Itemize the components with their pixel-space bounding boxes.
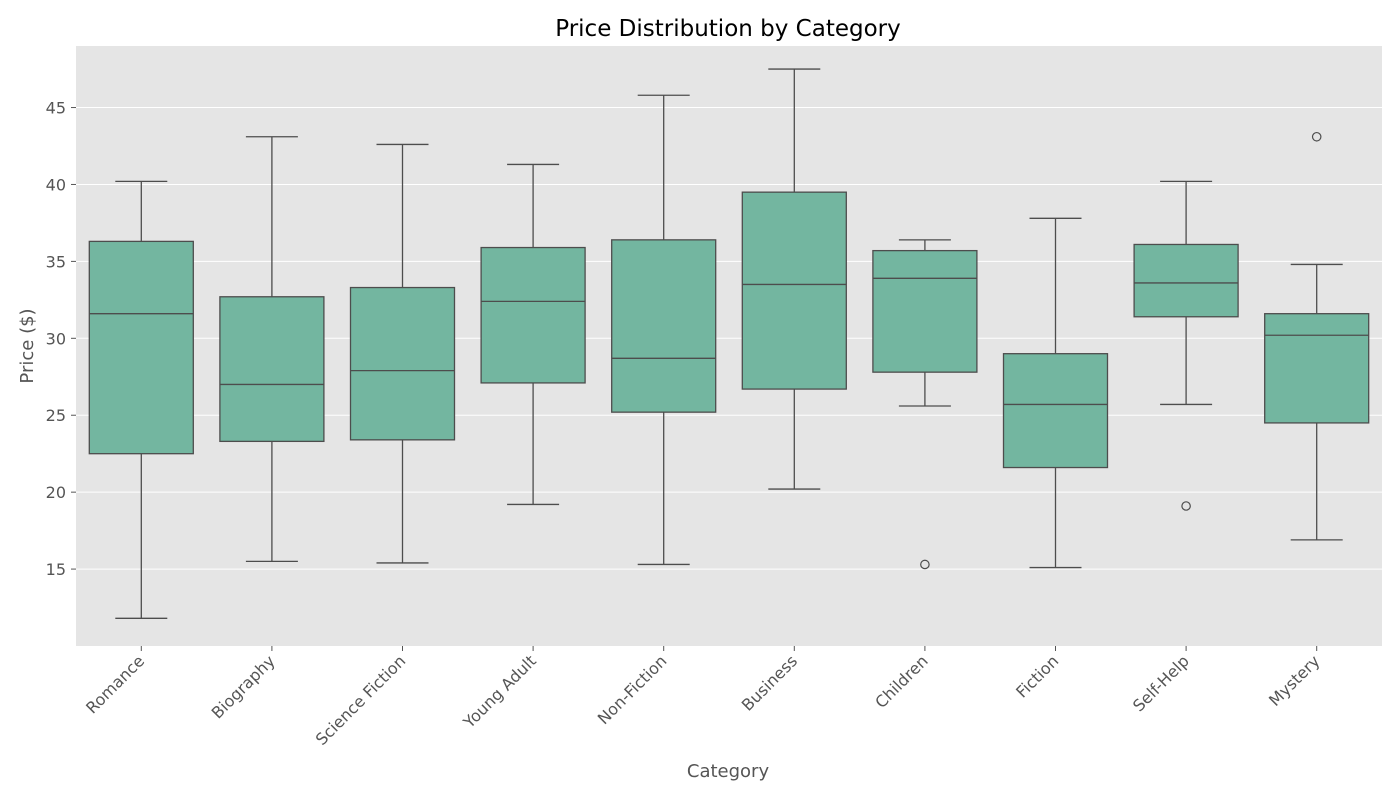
box-iqr [872,249,978,373]
box-fiction [1002,217,1109,569]
box-iqr [1264,313,1370,424]
box-self-help [1133,180,1239,511]
box-children [872,239,978,570]
y-tick-label: 45 [46,99,66,118]
y-tick-label: 25 [46,406,66,425]
box-iqr [88,240,194,455]
box-young-adult [480,163,586,506]
y-tick-label: 30 [46,329,66,348]
y-tick-label: 40 [46,175,66,194]
box-iqr [349,286,456,441]
outlier-point [1311,131,1322,142]
box-iqr [219,296,325,443]
x-axis-label: Category [687,761,770,782]
y-axis-ticks: 15 20 25 30 35 40 45 [46,99,76,579]
box-iqr [611,239,717,413]
box-series [88,68,1370,619]
y-tick-label: 35 [46,252,66,271]
box-non-fiction [611,94,717,566]
outlier-point [1181,501,1191,511]
box-iqr [1133,243,1239,318]
chart-title: Price Distribution by Category [555,16,901,42]
box-mystery [1264,131,1370,541]
grid-lines [76,107,1382,570]
box-science-fiction [349,143,456,564]
box-iqr [480,246,586,384]
outlier-point [920,559,930,570]
y-tick-label: 15 [46,560,66,579]
box-iqr [1002,353,1109,469]
box-biography [219,136,325,563]
box-business [741,68,847,490]
box-iqr [741,191,847,390]
box-romance [88,180,194,619]
y-axis-label: Price ($) [17,308,38,383]
y-tick-label: 20 [46,483,66,502]
